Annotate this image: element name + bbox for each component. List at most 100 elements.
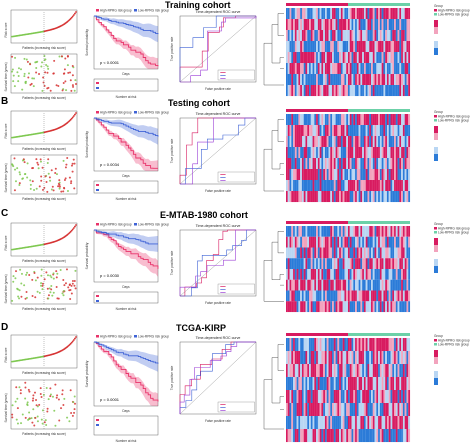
status-point <box>14 277 17 280</box>
roc-title: Time-dependent ROC curve <box>196 10 241 14</box>
status-point <box>55 396 58 399</box>
heatmap-cell <box>337 429 340 443</box>
heatmap-cell <box>353 416 356 430</box>
heatmap-cell <box>358 269 361 280</box>
heatmap-cell <box>305 301 308 313</box>
heatmap-cell <box>362 269 364 280</box>
heatmap-cell <box>344 301 347 313</box>
heatmap-cell <box>367 114 370 126</box>
heatmap-cell <box>287 416 290 430</box>
heatmap-cell <box>323 30 326 42</box>
heatmap-cell <box>379 351 382 365</box>
heatmap-cell <box>335 8 338 20</box>
heatmap-cell <box>404 114 407 126</box>
legend-high-label: High-RPRG risk group <box>100 110 132 114</box>
heatmap-cell <box>385 41 388 53</box>
risk-point <box>74 113 76 116</box>
status-point <box>14 56 17 59</box>
risk-point <box>69 230 72 233</box>
status-point <box>49 179 52 182</box>
heatmap-cell <box>328 8 331 20</box>
heatmap-cell <box>342 403 345 417</box>
heatmap-cell <box>326 279 329 291</box>
heatmap-cell <box>365 258 368 270</box>
heatmap-cell <box>328 247 331 259</box>
heatmap-cell <box>379 180 382 192</box>
heatmap-cell <box>404 403 407 417</box>
status-point <box>63 397 66 400</box>
heatmap-cell <box>369 30 372 42</box>
color-scale-step <box>434 364 438 371</box>
heatmap-cell <box>339 19 341 31</box>
heatmap-cell <box>401 30 403 42</box>
heatmap-cell <box>355 236 357 248</box>
heatmap-cell <box>342 290 345 302</box>
heatmap-cell <box>367 416 370 430</box>
heatmap-cell <box>408 429 411 443</box>
heatmap-cell <box>286 180 288 192</box>
heatmap-cell <box>301 125 304 137</box>
heatmap-cell <box>401 279 403 291</box>
heatmap-cell <box>349 147 352 159</box>
heatmap-cell <box>344 338 347 352</box>
heatmap-cell <box>310 136 313 148</box>
heatmap-cell <box>298 169 301 181</box>
heatmap-cell <box>294 247 297 259</box>
heatmap-cell <box>294 301 297 313</box>
heatmap-cell <box>309 114 311 126</box>
heatmap-cell <box>307 403 310 417</box>
heatmap-cell <box>395 338 398 352</box>
heatmap-cell <box>332 269 334 280</box>
status-point <box>29 83 32 86</box>
heatmap-cell <box>367 8 370 20</box>
heatmap-cell <box>356 41 359 53</box>
heatmap-cell <box>305 258 308 270</box>
status-point <box>41 422 44 425</box>
heatmap-cell <box>408 52 411 64</box>
heatmap-cell <box>390 269 393 280</box>
heatmap-cell <box>287 19 290 31</box>
heatmap-cell <box>401 403 403 417</box>
status-point <box>51 294 54 297</box>
heatmap-cell <box>300 41 302 53</box>
heatmap-cell <box>293 390 295 404</box>
y-axis-label: Risk score <box>4 347 8 362</box>
heatmap-cell <box>386 125 389 137</box>
heatmap-cell <box>312 351 315 365</box>
heatmap-cell <box>321 114 324 126</box>
heatmap-cell <box>330 269 333 280</box>
heatmap-cell <box>312 191 315 203</box>
heatmap-cell <box>376 269 379 280</box>
heatmap-cell <box>406 364 409 378</box>
heatmap-cell <box>303 8 306 20</box>
heatmap-cell <box>404 30 407 42</box>
heatmap-cell <box>303 19 306 31</box>
heatmap-cell <box>356 403 359 417</box>
heatmap-cell <box>326 416 329 430</box>
heatmap-cell <box>355 85 357 97</box>
heatmap-cell <box>362 247 364 259</box>
heatmap-cell <box>349 338 352 352</box>
heatmap-cell <box>339 147 341 159</box>
heatmap-cell <box>337 258 340 270</box>
heatmap-cell <box>316 52 318 64</box>
heatmap-cell <box>385 19 388 31</box>
status-point <box>63 284 66 287</box>
plot-frame <box>93 229 159 283</box>
heatmap-cell <box>287 338 290 352</box>
heatmap-cell <box>385 279 388 291</box>
status-point <box>30 417 33 420</box>
status-point <box>29 187 32 190</box>
heatmap-cell <box>401 364 403 378</box>
heatmap-cell <box>307 429 310 443</box>
status-point <box>64 57 67 60</box>
survival-curve <box>94 15 159 67</box>
heatmap-cell <box>379 416 382 430</box>
heatmap-cell <box>323 52 326 64</box>
heatmap-cell <box>378 41 380 53</box>
status-point <box>73 280 76 283</box>
color-scale-step <box>434 357 438 364</box>
heatmap-cell <box>353 114 356 126</box>
heatmap-cell <box>310 236 313 248</box>
heatmap-cell <box>353 301 356 313</box>
